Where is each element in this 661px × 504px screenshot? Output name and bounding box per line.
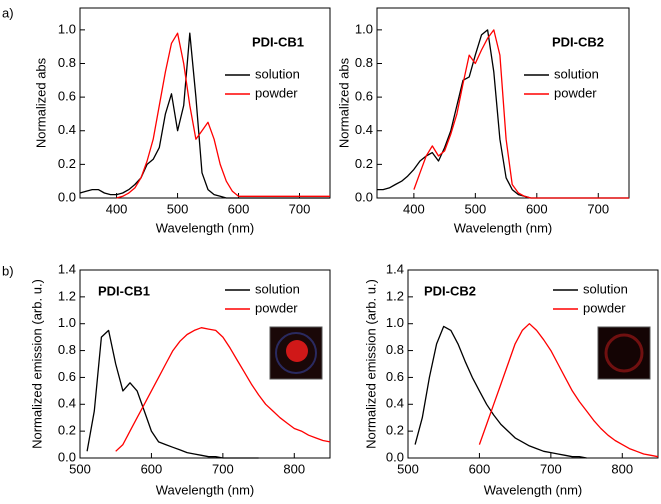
x-tick-label: 400 <box>403 201 425 216</box>
legend-label: solution <box>255 66 300 81</box>
data-line <box>116 32 330 199</box>
legend-label: solution <box>255 281 300 296</box>
y-axis-label: Normalized emission (arb. u.) <box>29 279 44 449</box>
inset-ring <box>275 332 317 374</box>
x-axis-label: Wavelength (nm) <box>484 482 583 497</box>
x-tick-label: 700 <box>540 461 562 476</box>
y-tick-label: 0.6 <box>58 89 76 104</box>
x-tick-label: 600 <box>469 461 491 476</box>
y-axis-label: Normalized abs <box>336 57 351 148</box>
legend-label: powder <box>255 300 298 315</box>
data-line <box>413 29 629 199</box>
y-tick-label: 0.6 <box>58 369 76 384</box>
y-tick-label: 0.4 <box>58 396 76 411</box>
inset-ring <box>604 333 644 373</box>
data-line <box>377 29 629 199</box>
plot-frame <box>376 7 630 199</box>
annotation: PDI-CB2 <box>552 34 604 49</box>
annotation: PDI-CB1 <box>252 34 304 49</box>
x-tick-label: 800 <box>283 461 305 476</box>
x-tick-label: 700 <box>289 201 311 216</box>
data-line <box>115 327 331 452</box>
y-tick-label: 0.6 <box>355 89 373 104</box>
plot-frame <box>407 269 659 459</box>
x-axis-label: Wavelength (nm) <box>156 482 255 497</box>
x-tick-label: 600 <box>141 461 163 476</box>
x-tick-label: 600 <box>228 201 250 216</box>
legend-label: solution <box>554 66 599 81</box>
x-tick-label: 700 <box>587 201 609 216</box>
y-tick-label: 0.2 <box>355 156 373 171</box>
x-tick-label: 700 <box>212 461 234 476</box>
y-tick-label: 1.0 <box>386 315 404 330</box>
x-axis-label: Wavelength (nm) <box>454 220 553 235</box>
y-tick-label: 0.2 <box>386 423 404 438</box>
annotation: PDI-CB1 <box>98 283 150 298</box>
y-tick-label: 0.2 <box>58 423 76 438</box>
y-axis-label: Normalized emission (arb. u.) <box>363 279 378 449</box>
x-tick-label: 800 <box>611 461 633 476</box>
chart-panel: 0.0 0.2 0.4 0.6 0.8 1.0 1.2 1.4 500 600 700 800 Wave… <box>29 261 331 497</box>
y-tick-label: 0.0 <box>58 189 76 204</box>
y-tick-label: 0.2 <box>58 156 76 171</box>
chart-panel: 0.0 0.2 0.4 0.6 0.8 1.0 400 500 600 700 Wavelength… <box>33 7 331 235</box>
data-line <box>414 325 587 459</box>
y-tick-label: 1.2 <box>58 288 76 303</box>
legend-label: powder <box>255 85 298 100</box>
legend-label: solution <box>583 281 628 296</box>
y-tick-label: 0.4 <box>355 122 373 137</box>
y-tick-label: 0.8 <box>355 55 373 70</box>
plot-frame <box>79 269 331 459</box>
x-tick-label: 500 <box>464 201 486 216</box>
x-tick-label: 400 <box>106 201 128 216</box>
legend-label: powder <box>583 300 626 315</box>
x-tick-label: 500 <box>69 461 91 476</box>
legend-label: powder <box>554 85 597 100</box>
chart-panel: 0.0 0.2 0.4 0.6 0.8 1.0 1.2 1.4 500 600 700 800 Wave… <box>363 261 659 497</box>
y-tick-label: 0.0 <box>58 449 76 464</box>
y-tick-label: 0.8 <box>58 342 76 357</box>
y-tick-label: 1.0 <box>355 21 373 36</box>
y-tick-label: 1.2 <box>386 288 404 303</box>
data-line <box>79 32 330 199</box>
y-tick-label: 0.4 <box>386 396 404 411</box>
data-line <box>478 323 659 458</box>
plot-frame <box>79 7 331 199</box>
y-tick-label: 0.4 <box>58 122 76 137</box>
y-tick-label: 0.6 <box>386 369 404 384</box>
panel-label: a) <box>2 5 14 20</box>
y-tick-label: 0.0 <box>355 189 373 204</box>
y-tick-label: 1.4 <box>58 261 76 276</box>
y-tick-label: 0.0 <box>386 449 404 464</box>
y-tick-label: 0.8 <box>58 55 76 70</box>
inset-spot <box>286 340 308 362</box>
data-line <box>86 329 259 459</box>
x-tick-label: 600 <box>526 201 548 216</box>
y-tick-label: 1.0 <box>58 315 76 330</box>
y-tick-label: 1.4 <box>386 261 404 276</box>
annotation: PDI-CB2 <box>424 283 476 298</box>
y-tick-label: 0.8 <box>386 342 404 357</box>
panel-label: b) <box>2 263 14 278</box>
y-axis-label: Normalized abs <box>33 57 48 148</box>
x-tick-label: 500 <box>397 461 419 476</box>
x-tick-label: 500 <box>167 201 189 216</box>
chart-panel: 0.0 0.2 0.4 0.6 0.8 1.0 400 500 600 700 Wavelength… <box>336 7 630 235</box>
x-axis-label: Wavelength (nm) <box>156 220 255 235</box>
y-tick-label: 1.0 <box>58 21 76 36</box>
